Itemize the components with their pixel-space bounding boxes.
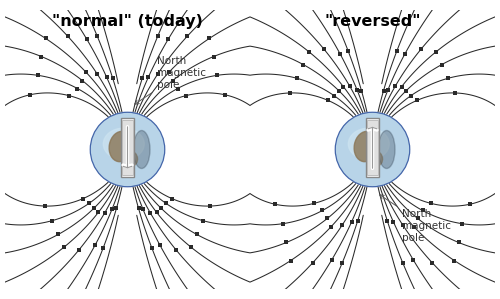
Text: North
magnetic
pole: North magnetic pole bbox=[134, 57, 206, 104]
Circle shape bbox=[90, 112, 164, 187]
Bar bbox=[122, 120, 132, 175]
Text: "reversed": "reversed" bbox=[324, 14, 421, 29]
Ellipse shape bbox=[372, 152, 382, 166]
Circle shape bbox=[336, 112, 409, 187]
Text: North
magnetic
pole: North magnetic pole bbox=[380, 195, 451, 242]
Bar bbox=[368, 120, 378, 175]
Bar bbox=[120, 118, 134, 177]
Ellipse shape bbox=[134, 130, 150, 169]
Ellipse shape bbox=[354, 131, 378, 162]
Ellipse shape bbox=[126, 152, 138, 166]
Text: "normal" (today): "normal" (today) bbox=[52, 14, 203, 29]
Ellipse shape bbox=[348, 128, 390, 160]
Ellipse shape bbox=[104, 128, 144, 160]
Ellipse shape bbox=[378, 130, 395, 169]
Ellipse shape bbox=[109, 131, 132, 162]
Bar bbox=[366, 118, 380, 177]
